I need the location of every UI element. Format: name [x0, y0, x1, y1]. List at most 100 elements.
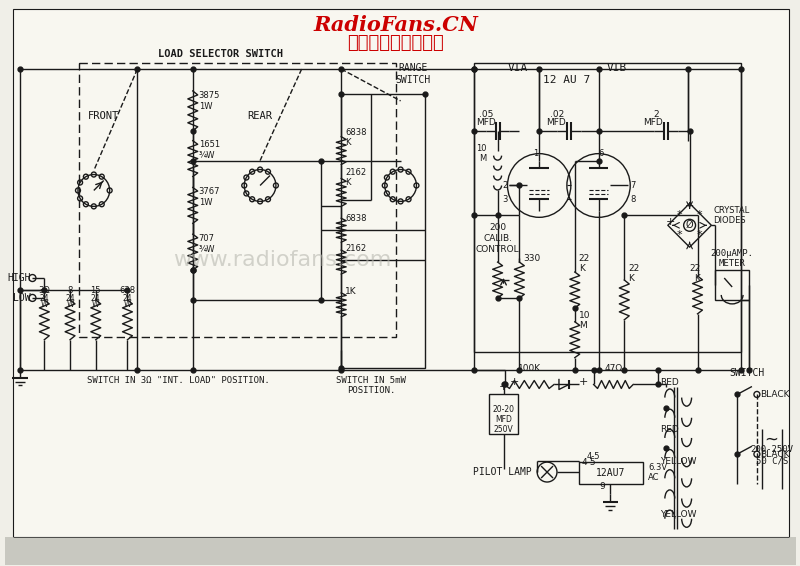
Text: 2: 2 — [502, 181, 507, 190]
Bar — [193, 161, 322, 300]
Text: DIODES: DIODES — [714, 216, 746, 225]
Text: *: * — [697, 211, 702, 220]
Bar — [79, 63, 396, 337]
Text: *: * — [677, 211, 682, 220]
Text: MFD: MFD — [643, 118, 663, 127]
Text: ¾W: ¾W — [198, 151, 215, 160]
Text: CONTROL: CONTROL — [476, 245, 519, 254]
Text: 15: 15 — [90, 286, 101, 295]
Text: SWITCH IN 5mW: SWITCH IN 5mW — [336, 376, 406, 384]
Text: RED: RED — [660, 378, 678, 387]
Text: .02: .02 — [550, 110, 564, 119]
Text: MFD.: MFD. — [546, 118, 568, 127]
Text: RANGE: RANGE — [398, 63, 428, 73]
Text: +: + — [510, 376, 519, 387]
Text: CALIB.: CALIB. — [483, 234, 512, 243]
Text: YELLOW: YELLOW — [660, 511, 697, 520]
Text: LOW: LOW — [13, 293, 30, 303]
Text: 47Ω: 47Ω — [604, 363, 622, 372]
Text: 7: 7 — [630, 181, 636, 190]
Text: 1K: 1K — [345, 288, 357, 297]
Text: SWITCH: SWITCH — [396, 75, 431, 85]
Text: 4-5: 4-5 — [587, 452, 600, 461]
Bar — [5, 537, 797, 565]
Text: 2162: 2162 — [345, 244, 366, 252]
Text: 330: 330 — [523, 254, 541, 263]
Text: 707: 707 — [198, 234, 214, 243]
Text: .05: .05 — [478, 110, 493, 119]
Text: K: K — [694, 273, 701, 282]
Text: 1651: 1651 — [198, 140, 220, 149]
Text: ~: ~ — [765, 430, 778, 448]
Text: POSITION.: POSITION. — [346, 387, 395, 396]
Text: BLACK: BLACK — [760, 390, 790, 399]
Text: 24: 24 — [39, 294, 49, 303]
Text: K: K — [345, 178, 350, 187]
Text: PILOT LAMP: PILOT LAMP — [473, 467, 531, 477]
Text: 638: 638 — [119, 286, 135, 295]
Text: 8: 8 — [630, 195, 636, 204]
Text: 6838: 6838 — [345, 214, 366, 223]
Text: FRONT: FRONT — [88, 111, 119, 121]
Text: 24: 24 — [122, 294, 132, 303]
Text: 10: 10 — [578, 311, 590, 320]
Text: MFD: MFD — [476, 118, 496, 127]
Bar — [474, 63, 741, 351]
Text: 1W: 1W — [198, 198, 212, 207]
Text: AC: AC — [648, 473, 659, 482]
Text: RED: RED — [660, 424, 678, 434]
Text: 12 AU 7: 12 AU 7 — [543, 75, 590, 85]
Text: 100K: 100K — [518, 363, 541, 372]
Text: Ø: Ø — [686, 220, 694, 230]
Text: 6838: 6838 — [345, 128, 366, 137]
Text: +: + — [499, 383, 508, 392]
Bar — [578, 462, 643, 484]
Text: 50 C/S: 50 C/S — [756, 457, 788, 466]
Bar — [342, 94, 426, 367]
Text: 10: 10 — [476, 144, 486, 153]
Text: 6.3V: 6.3V — [648, 462, 667, 471]
Text: 20-20: 20-20 — [493, 405, 514, 414]
Text: 收音机爱好者资料库: 收音机爱好者资料库 — [347, 34, 444, 52]
Text: 3Ω: 3Ω — [38, 286, 50, 295]
Text: W: W — [66, 300, 74, 309]
Text: 12AU7: 12AU7 — [596, 468, 625, 478]
Text: 24: 24 — [66, 294, 75, 303]
Text: +: + — [666, 217, 675, 228]
Text: www.radiofans.com: www.radiofans.com — [173, 250, 391, 270]
Text: 1: 1 — [534, 149, 539, 157]
Text: 22: 22 — [628, 264, 639, 273]
Text: HIGH: HIGH — [7, 273, 30, 283]
Text: CRYSTAL: CRYSTAL — [714, 206, 750, 215]
Text: K: K — [628, 273, 634, 282]
Text: 22: 22 — [578, 254, 590, 263]
Text: +: + — [578, 376, 588, 387]
Text: 24: 24 — [91, 294, 101, 303]
Text: 22: 22 — [690, 264, 701, 273]
Text: MFD: MFD — [495, 415, 512, 424]
Text: W: W — [92, 300, 99, 309]
Text: W: W — [41, 300, 48, 309]
Text: SWITCH: SWITCH — [730, 367, 765, 378]
Text: 250V: 250V — [494, 424, 514, 434]
Text: 200-250V: 200-250V — [750, 445, 794, 454]
Text: REAR: REAR — [247, 111, 273, 121]
Text: 3: 3 — [502, 195, 507, 204]
Text: 2162: 2162 — [345, 168, 366, 177]
Text: M: M — [578, 321, 586, 331]
Text: 200: 200 — [489, 223, 506, 232]
Text: METER: METER — [718, 259, 746, 268]
Text: *: * — [677, 230, 682, 240]
Text: M: M — [479, 154, 486, 163]
Bar — [489, 395, 518, 434]
Text: 2: 2 — [653, 110, 658, 119]
Text: 3767: 3767 — [198, 187, 220, 196]
Text: 3875: 3875 — [198, 92, 220, 100]
Text: K: K — [345, 138, 350, 147]
Text: 200μAMP.: 200μAMP. — [710, 249, 754, 258]
Bar — [715, 270, 749, 300]
Text: +: + — [685, 201, 694, 211]
Text: 8: 8 — [67, 286, 73, 295]
Text: W: W — [124, 300, 131, 309]
Text: VIB: VIB — [606, 63, 626, 73]
